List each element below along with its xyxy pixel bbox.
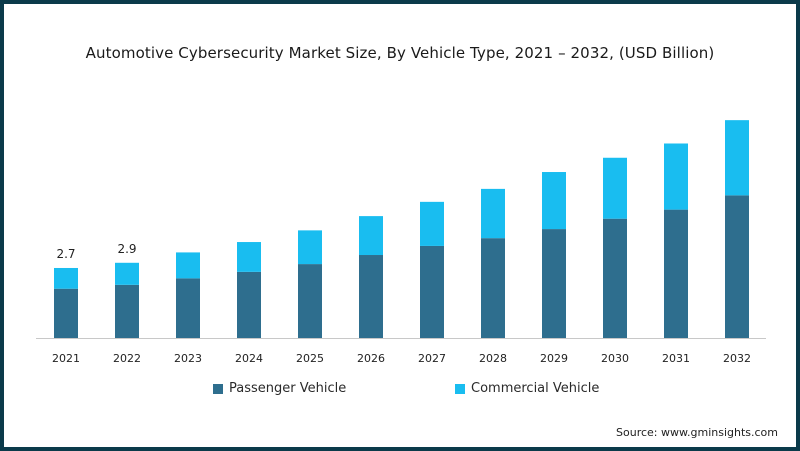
legend-swatch-commercial-vehicle <box>455 383 465 394</box>
bar-commercial-vehicle-2030 <box>603 157 627 219</box>
bar-passenger-vehicle-2028 <box>481 238 505 338</box>
bar-commercial-vehicle-2032 <box>725 120 749 196</box>
bar-commercial-vehicle-2029 <box>542 172 566 230</box>
x-tick-label: 2029 <box>540 352 568 365</box>
bar-commercial-vehicle-2028 <box>481 188 505 239</box>
legend-label-commercial-vehicle: Commercial Vehicle <box>471 381 600 396</box>
chart-title: Automotive Cybersecurity Market Size, By… <box>85 44 715 62</box>
bar-passenger-vehicle-2025 <box>298 264 322 338</box>
bar-commercial-vehicle-2022 <box>115 262 139 285</box>
x-tick-label: 2022 <box>113 352 141 365</box>
bar-passenger-vehicle-2022 <box>115 284 139 338</box>
bar-passenger-vehicle-2021 <box>54 288 78 338</box>
x-tick-label: 2030 <box>601 352 629 365</box>
legend-item-commercial-vehicle: Commercial Vehicle <box>455 381 599 396</box>
bar-passenger-vehicle-2031 <box>664 209 688 338</box>
data-label: 2.7 <box>56 247 75 261</box>
x-tick-label: 2024 <box>235 352 263 365</box>
x-tick-label: 2032 <box>723 352 751 365</box>
source-note: Source: www.gminsights.com <box>616 426 778 439</box>
bar-passenger-vehicle-2026 <box>359 255 383 338</box>
x-tick-label: 2026 <box>357 352 385 365</box>
x-tick-label: 2025 <box>296 352 324 365</box>
bar-commercial-vehicle-2025 <box>298 230 322 265</box>
bar-passenger-vehicle-2027 <box>420 245 444 338</box>
chart-legend: Passenger Vehicle Commercial Vehicle <box>0 381 800 401</box>
legend-swatch-passenger-vehicle <box>213 383 223 394</box>
bar-commercial-vehicle-2027 <box>420 201 444 246</box>
bar-commercial-vehicle-2024 <box>237 242 261 272</box>
bar-commercial-vehicle-2023 <box>176 252 200 279</box>
data-label: 2.9 <box>117 242 136 256</box>
bar-passenger-vehicle-2032 <box>725 195 749 338</box>
legend-item-passenger-vehicle: Passenger Vehicle <box>213 381 346 396</box>
bar-passenger-vehicle-2024 <box>237 271 261 338</box>
bar-commercial-vehicle-2021 <box>54 267 78 289</box>
bar-passenger-vehicle-2030 <box>603 218 627 338</box>
x-tick-label: 2023 <box>174 352 202 365</box>
x-tick-label: 2027 <box>418 352 446 365</box>
x-tick-label: 2021 <box>52 352 80 365</box>
bar-commercial-vehicle-2031 <box>664 143 688 210</box>
bar-commercial-vehicle-2026 <box>359 216 383 256</box>
bar-passenger-vehicle-2023 <box>176 278 200 338</box>
x-tick-label: 2031 <box>662 352 690 365</box>
legend-label-passenger-vehicle: Passenger Vehicle <box>229 381 347 396</box>
bar-passenger-vehicle-2029 <box>542 229 566 338</box>
x-tick-label: 2028 <box>479 352 507 365</box>
